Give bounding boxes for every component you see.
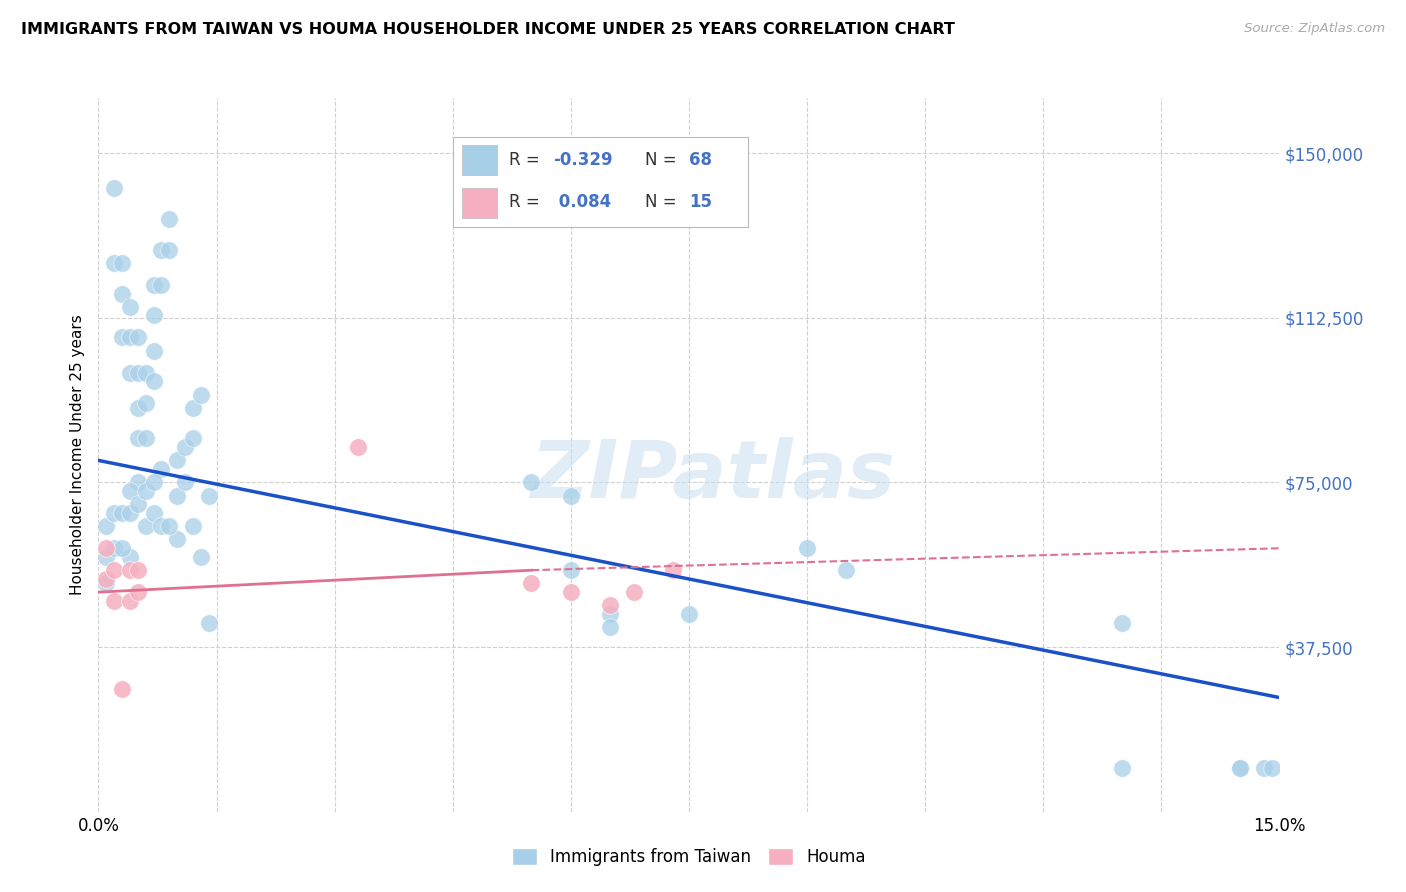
- Text: N =: N =: [645, 194, 682, 211]
- Text: R =: R =: [509, 194, 546, 211]
- Point: [1260, 761, 1282, 775]
- Point: [520, 475, 543, 490]
- Point: [796, 541, 818, 556]
- Point: [347, 440, 370, 454]
- Point: [118, 549, 141, 564]
- Point: [181, 519, 204, 533]
- Text: N =: N =: [645, 151, 682, 169]
- Text: 68: 68: [689, 151, 711, 169]
- Point: [197, 615, 219, 630]
- Point: [142, 375, 165, 389]
- Point: [118, 506, 141, 520]
- Y-axis label: Householder Income Under 25 years: Householder Income Under 25 years: [70, 315, 86, 595]
- Point: [103, 541, 125, 556]
- Point: [835, 563, 858, 577]
- Point: [662, 563, 685, 577]
- Point: [150, 277, 173, 292]
- Point: [111, 681, 134, 696]
- Point: [96, 549, 118, 564]
- Point: [599, 620, 621, 634]
- Point: [190, 549, 212, 564]
- Point: [142, 309, 165, 323]
- Point: [174, 475, 197, 490]
- Point: [111, 330, 134, 344]
- Point: [150, 243, 173, 257]
- Point: [599, 607, 621, 621]
- Legend: Immigrants from Taiwan, Houma: Immigrants from Taiwan, Houma: [503, 840, 875, 875]
- Point: [118, 484, 141, 499]
- Point: [111, 256, 134, 270]
- Point: [181, 401, 204, 415]
- Point: [111, 506, 134, 520]
- Point: [1229, 761, 1251, 775]
- Point: [127, 497, 149, 511]
- Point: [135, 396, 157, 410]
- Point: [142, 475, 165, 490]
- Point: [96, 541, 118, 556]
- Point: [623, 585, 645, 599]
- Point: [1229, 761, 1251, 775]
- Point: [1111, 761, 1133, 775]
- Point: [678, 607, 700, 621]
- Point: [127, 366, 149, 380]
- Point: [103, 256, 125, 270]
- Point: [166, 489, 188, 503]
- Point: [127, 475, 149, 490]
- Point: [103, 181, 125, 195]
- Point: [135, 519, 157, 533]
- Point: [142, 277, 165, 292]
- FancyBboxPatch shape: [461, 145, 498, 175]
- Point: [127, 330, 149, 344]
- Point: [127, 432, 149, 446]
- Point: [157, 243, 180, 257]
- Point: [166, 453, 188, 467]
- Point: [118, 330, 141, 344]
- Point: [118, 563, 141, 577]
- Point: [190, 387, 212, 401]
- Point: [96, 576, 118, 591]
- Point: [166, 533, 188, 547]
- Point: [157, 519, 180, 533]
- Point: [174, 440, 197, 454]
- Point: [560, 489, 582, 503]
- Point: [127, 585, 149, 599]
- Point: [103, 506, 125, 520]
- Text: 15: 15: [689, 194, 711, 211]
- Point: [142, 343, 165, 358]
- Point: [127, 563, 149, 577]
- Text: 0.084: 0.084: [553, 194, 612, 211]
- Point: [96, 519, 118, 533]
- Point: [157, 211, 180, 226]
- Point: [1253, 761, 1275, 775]
- Point: [118, 366, 141, 380]
- Point: [142, 506, 165, 520]
- Point: [127, 401, 149, 415]
- Point: [135, 366, 157, 380]
- Point: [135, 432, 157, 446]
- Point: [135, 484, 157, 499]
- Point: [560, 563, 582, 577]
- Text: ZIPatlas: ZIPatlas: [530, 437, 896, 516]
- Point: [150, 462, 173, 476]
- Point: [150, 519, 173, 533]
- Text: -0.329: -0.329: [553, 151, 613, 169]
- Point: [103, 594, 125, 608]
- Point: [111, 286, 134, 301]
- Point: [560, 585, 582, 599]
- Point: [181, 432, 204, 446]
- Point: [118, 300, 141, 314]
- Point: [96, 572, 118, 586]
- Text: R =: R =: [509, 151, 546, 169]
- Text: Source: ZipAtlas.com: Source: ZipAtlas.com: [1244, 22, 1385, 36]
- Text: IMMIGRANTS FROM TAIWAN VS HOUMA HOUSEHOLDER INCOME UNDER 25 YEARS CORRELATION CH: IMMIGRANTS FROM TAIWAN VS HOUMA HOUSEHOL…: [21, 22, 955, 37]
- FancyBboxPatch shape: [461, 188, 498, 218]
- Point: [1111, 615, 1133, 630]
- Point: [103, 563, 125, 577]
- Point: [111, 541, 134, 556]
- Point: [599, 599, 621, 613]
- Point: [118, 594, 141, 608]
- Point: [520, 576, 543, 591]
- Point: [197, 489, 219, 503]
